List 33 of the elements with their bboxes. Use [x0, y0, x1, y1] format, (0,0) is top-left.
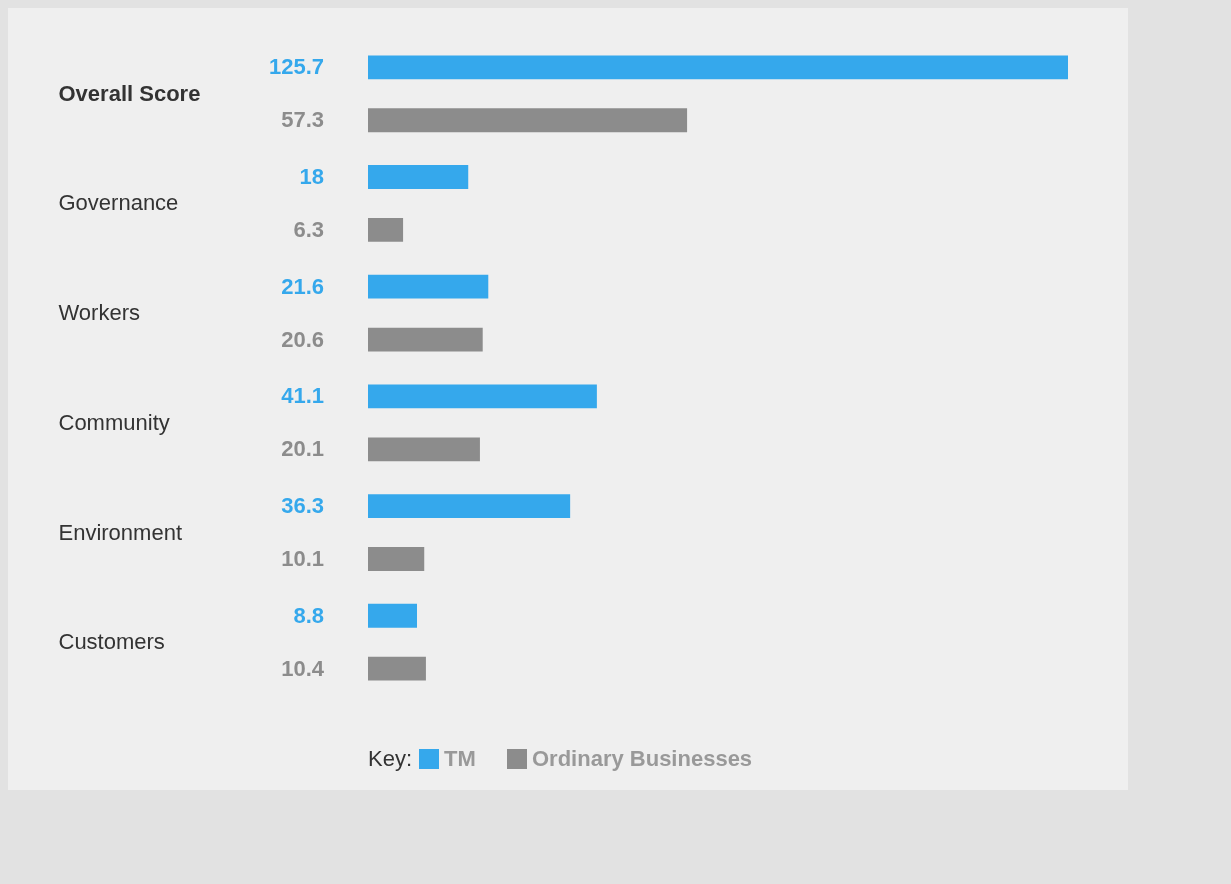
y-tick-label: Workers	[58, 300, 140, 326]
y-tick-label: Customers	[58, 629, 165, 655]
bar	[368, 384, 597, 409]
bar	[368, 165, 469, 189]
data-label: 36.3	[281, 493, 324, 519]
y-tick-label: Environment	[58, 519, 183, 545]
data-label: 125.7	[268, 54, 324, 80]
legend-title: Key:	[368, 746, 413, 771]
y-tick-label: Governance	[58, 190, 179, 216]
bar	[368, 218, 404, 242]
data-label: 41.1	[281, 383, 324, 409]
bar	[368, 547, 425, 571]
data-label: 18	[299, 164, 324, 190]
data-label: 10.1	[281, 545, 324, 571]
bar	[368, 494, 571, 518]
data-label: 21.6	[281, 273, 324, 299]
legend-label: Ordinary Businesses	[532, 746, 753, 771]
data-label: 6.3	[293, 216, 324, 242]
legend-label: TM	[444, 746, 476, 771]
bar	[368, 274, 489, 299]
bar	[368, 327, 483, 352]
data-label: 8.8	[293, 602, 324, 628]
y-tick-label: Community	[58, 409, 170, 435]
data-label: 57.3	[281, 107, 324, 133]
data-label: 20.6	[281, 326, 324, 352]
bar	[368, 55, 1068, 80]
data-label: 10.4	[281, 655, 325, 681]
bar	[368, 603, 418, 628]
bar	[368, 437, 480, 462]
bar	[368, 656, 426, 681]
y-tick-label: Overall Score	[58, 80, 201, 106]
bar	[368, 108, 688, 133]
data-label: 20.1	[281, 436, 324, 462]
